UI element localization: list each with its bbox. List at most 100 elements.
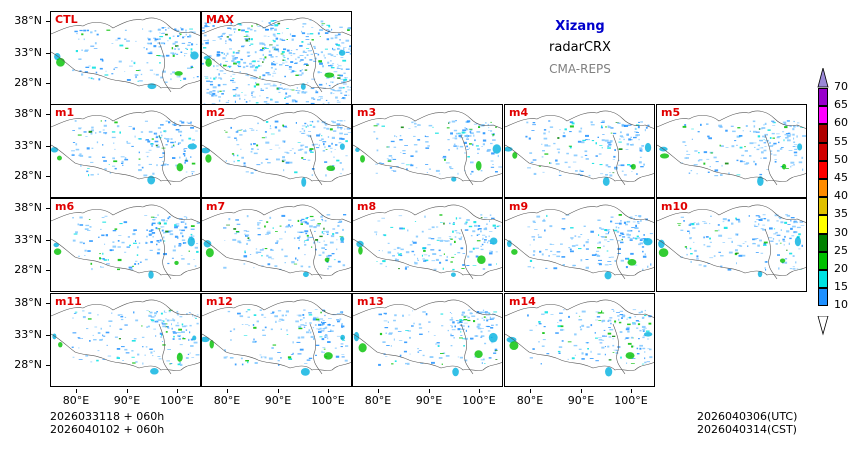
river-line bbox=[764, 228, 778, 280]
river-line bbox=[764, 134, 778, 186]
province-border bbox=[202, 333, 351, 371]
init-utc: 2026033118 + 060h bbox=[50, 410, 165, 423]
echo-field bbox=[355, 120, 502, 182]
echo-field bbox=[353, 309, 498, 377]
province-border bbox=[202, 238, 351, 276]
colorbar-segment bbox=[818, 142, 828, 161]
province-border bbox=[202, 204, 351, 223]
province-border bbox=[505, 299, 654, 318]
map-panel-m11: m11 bbox=[50, 293, 201, 387]
panel-label: m1 bbox=[55, 106, 75, 119]
province-border bbox=[51, 204, 200, 223]
lon-tick-label: 80°E bbox=[364, 394, 392, 407]
map-panel-m3: m3 bbox=[352, 104, 503, 198]
panel-label: m14 bbox=[509, 295, 536, 308]
province-border bbox=[51, 17, 200, 36]
map-panel-ctl: CTL bbox=[50, 11, 201, 105]
lon-tick-mark bbox=[328, 389, 329, 393]
lon-tick-label: 90°E bbox=[264, 394, 292, 407]
river-line bbox=[158, 134, 172, 186]
reflectivity-map bbox=[51, 204, 200, 280]
lat-tick-label: 33°N bbox=[14, 328, 42, 341]
reflectivity-map bbox=[202, 204, 351, 280]
lat-tick-mark bbox=[46, 176, 50, 177]
province-border bbox=[505, 204, 654, 223]
echo-field bbox=[54, 27, 199, 90]
river-line bbox=[158, 228, 172, 280]
panel-label: m11 bbox=[55, 295, 82, 308]
colorbar-label: 30 bbox=[834, 225, 848, 239]
river-line bbox=[309, 228, 323, 280]
lon-tick-mark bbox=[581, 389, 582, 393]
province-border bbox=[51, 110, 200, 129]
colorbar-label: 25 bbox=[834, 243, 848, 257]
init-cst: 2026040102 + 060h bbox=[50, 423, 165, 436]
system-title: CMA-REPS bbox=[549, 62, 611, 76]
colorbar-label: 35 bbox=[834, 207, 848, 221]
reflectivity-map bbox=[51, 110, 200, 186]
river-line bbox=[612, 228, 626, 280]
province-border bbox=[353, 110, 502, 129]
province-border bbox=[202, 51, 351, 89]
province-border bbox=[657, 110, 806, 129]
lon-tick-label: 80°E bbox=[213, 394, 241, 407]
colorbar-label: 55 bbox=[834, 134, 848, 148]
lon-tick-label: 100°E bbox=[160, 394, 194, 407]
region-title: Xizang bbox=[555, 19, 605, 34]
map-panel-m5: m5 bbox=[656, 104, 807, 198]
echo-field bbox=[658, 214, 805, 278]
panel-label: CTL bbox=[55, 13, 78, 26]
province-border bbox=[51, 299, 200, 318]
lon-tick-mark bbox=[479, 389, 480, 393]
colorbar-segment bbox=[818, 251, 828, 270]
lon-tick-label: 100°E bbox=[614, 394, 648, 407]
map-panel-m13: m13 bbox=[352, 293, 503, 387]
map-panel-m8: m8 bbox=[352, 198, 503, 292]
colorbar-bottom-arrow bbox=[817, 316, 829, 336]
colorbar-segment bbox=[818, 106, 828, 125]
colorbar-label: 45 bbox=[834, 171, 848, 184]
echo-field bbox=[51, 120, 198, 185]
panel-label: m12 bbox=[206, 295, 233, 308]
lat-tick-mark bbox=[46, 83, 50, 84]
lat-tick-mark bbox=[46, 365, 50, 366]
reflectivity-map bbox=[657, 110, 806, 187]
lon-tick-mark bbox=[631, 389, 632, 393]
lon-tick-mark bbox=[177, 389, 178, 393]
map-panel-m1: m1 bbox=[50, 104, 201, 198]
lat-tick-label: 38°N bbox=[14, 201, 42, 214]
colorbar-label: 70 bbox=[834, 80, 848, 93]
panel-label: m13 bbox=[357, 295, 384, 308]
panel-label: m4 bbox=[509, 106, 529, 119]
map-panel-m6: m6 bbox=[50, 198, 201, 292]
echo-field bbox=[506, 214, 653, 280]
province-border bbox=[657, 238, 806, 276]
init-time-block: 2026033118 + 060h 2026040102 + 060h bbox=[50, 410, 164, 436]
lat-tick-label: 28°N bbox=[14, 169, 42, 182]
lat-tick-label: 38°N bbox=[14, 14, 42, 27]
map-panel-m2: m2 bbox=[201, 104, 352, 198]
river-line bbox=[460, 134, 474, 186]
panel-label: m3 bbox=[357, 106, 377, 119]
colorbar-label: 50 bbox=[834, 152, 848, 166]
province-border bbox=[51, 333, 200, 371]
colorbar-label: 10 bbox=[834, 298, 848, 312]
colorbar-label: 65 bbox=[834, 98, 848, 112]
lon-tick-label: 100°E bbox=[462, 394, 496, 407]
lon-tick-mark bbox=[378, 389, 379, 393]
lon-tick-mark bbox=[127, 389, 128, 393]
province-border bbox=[657, 144, 806, 182]
lat-tick-mark bbox=[46, 240, 50, 241]
province-border bbox=[505, 238, 654, 276]
lon-tick-label: 80°E bbox=[62, 394, 90, 407]
valid-utc: 2026040306(UTC) bbox=[697, 410, 798, 423]
reflectivity-map bbox=[353, 204, 502, 280]
lat-tick-mark bbox=[46, 208, 50, 209]
reflectivity-map bbox=[353, 110, 502, 186]
panel-label: m10 bbox=[661, 200, 688, 213]
lat-tick-label: 28°N bbox=[14, 76, 42, 89]
province-border bbox=[202, 299, 351, 318]
panel-label: m8 bbox=[357, 200, 377, 213]
colorbar-label: 20 bbox=[834, 262, 848, 275]
river-line bbox=[158, 41, 172, 93]
